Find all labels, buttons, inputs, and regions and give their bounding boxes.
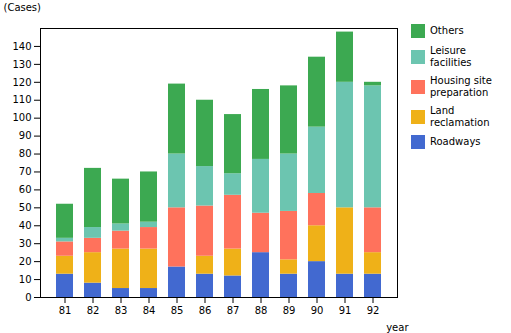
svg-text:81: 81 [59, 305, 72, 316]
svg-text:70: 70 [19, 166, 32, 177]
svg-text:100: 100 [12, 112, 31, 123]
svg-text:92: 92 [367, 305, 380, 316]
svg-text:50: 50 [19, 202, 32, 213]
svg-text:60: 60 [19, 184, 32, 195]
svg-text:110: 110 [12, 94, 31, 105]
svg-text:130: 130 [12, 59, 31, 70]
svg-text:84: 84 [143, 305, 156, 316]
html-text:Others: Others [430, 25, 464, 37]
svg-text:91: 91 [339, 305, 352, 316]
svg-text:86: 86 [199, 305, 212, 316]
svg-text:87: 87 [227, 305, 240, 316]
svg-text:(Cases): (Cases) [4, 2, 42, 13]
svg-text:83: 83 [115, 305, 128, 316]
svg-text:120: 120 [12, 77, 31, 88]
svg-text:88: 88 [255, 305, 268, 316]
html-text:Land reclamation: Land reclamation [430, 105, 490, 128]
svg-text:40: 40 [19, 220, 32, 231]
html-text:Roadways: Roadways [430, 136, 481, 148]
svg-text:89: 89 [283, 305, 296, 316]
svg-text:20: 20 [19, 256, 32, 267]
svg-text:80: 80 [19, 148, 32, 159]
svg-text:30: 30 [19, 238, 32, 249]
svg-text:year: year [386, 322, 409, 333]
svg-text:85: 85 [171, 305, 184, 316]
svg-text:90: 90 [311, 305, 324, 316]
html-text:Leisure facilities: Leisure facilities [430, 45, 472, 68]
html-text:Housing site preparation: Housing site preparation [430, 75, 492, 98]
svg-text:82: 82 [87, 305, 100, 316]
svg-text:90: 90 [19, 130, 32, 141]
svg-text:0: 0 [25, 292, 31, 303]
svg-text:140: 140 [12, 41, 31, 52]
svg-text:10: 10 [19, 274, 32, 285]
